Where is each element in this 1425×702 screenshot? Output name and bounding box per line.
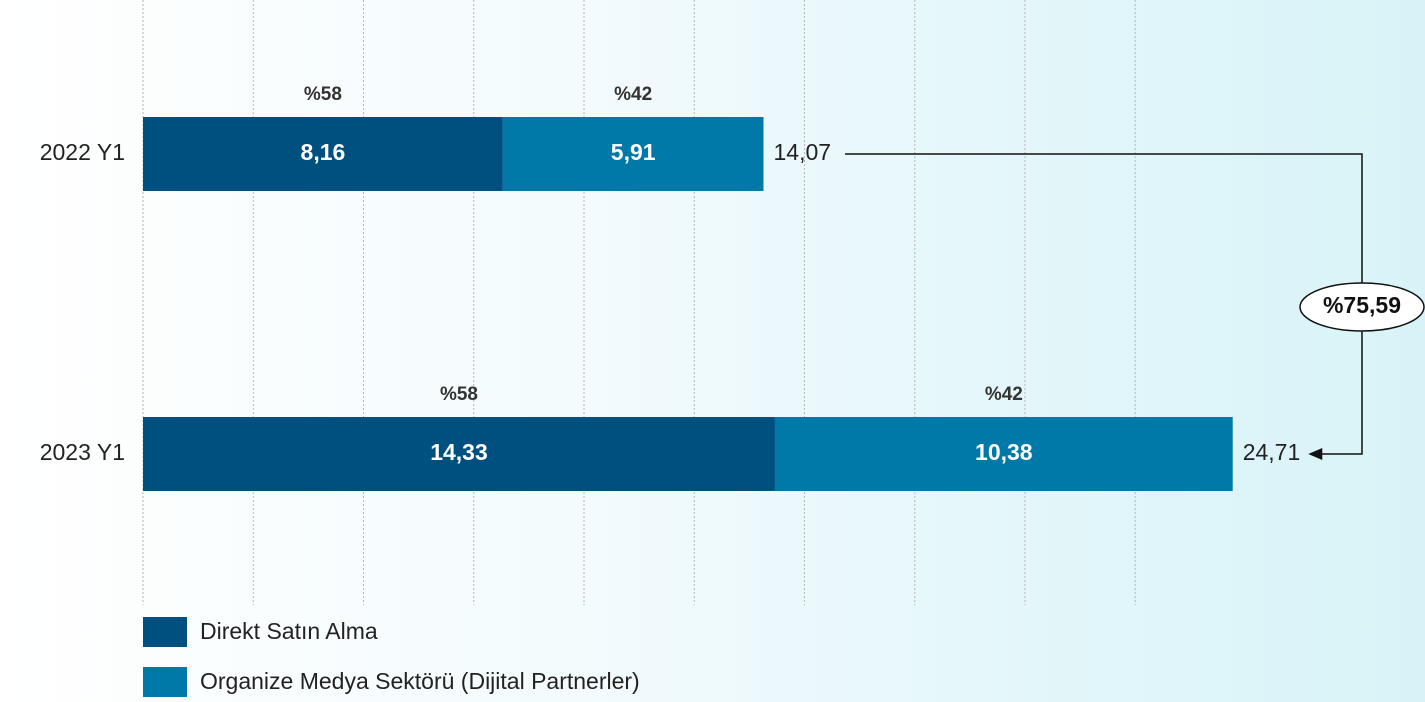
growth-connector bbox=[845, 153, 1363, 455]
bar-segment bbox=[502, 117, 764, 191]
bar-segment bbox=[143, 417, 775, 491]
share-label: %42 bbox=[985, 384, 1023, 405]
legend-swatch bbox=[143, 667, 187, 697]
value-label: 8,16 bbox=[301, 139, 346, 165]
arrow-head bbox=[1308, 448, 1323, 460]
growth-badge bbox=[1299, 282, 1425, 332]
total-label: 14,07 bbox=[773, 139, 831, 165]
category-label: 2022 Y1 bbox=[40, 139, 125, 165]
value-label: 14,33 bbox=[430, 439, 488, 465]
share-label: %42 bbox=[614, 84, 652, 105]
bar-segment bbox=[143, 117, 503, 191]
total-label: 24,71 bbox=[1243, 439, 1301, 465]
growth-label: %75,59 bbox=[1323, 292, 1401, 318]
share-label: %58 bbox=[304, 84, 342, 105]
legend-label: Organize Medya Sektörü (Dijital Partnerl… bbox=[200, 668, 640, 694]
legend-label: Direkt Satın Alma bbox=[200, 618, 378, 644]
bar-segment bbox=[774, 417, 1233, 491]
legend-swatch bbox=[143, 617, 187, 647]
category-label: 2023 Y1 bbox=[40, 439, 125, 465]
share-label: %58 bbox=[440, 384, 478, 405]
value-label: 10,38 bbox=[975, 439, 1033, 465]
value-label: 5,91 bbox=[611, 139, 656, 165]
